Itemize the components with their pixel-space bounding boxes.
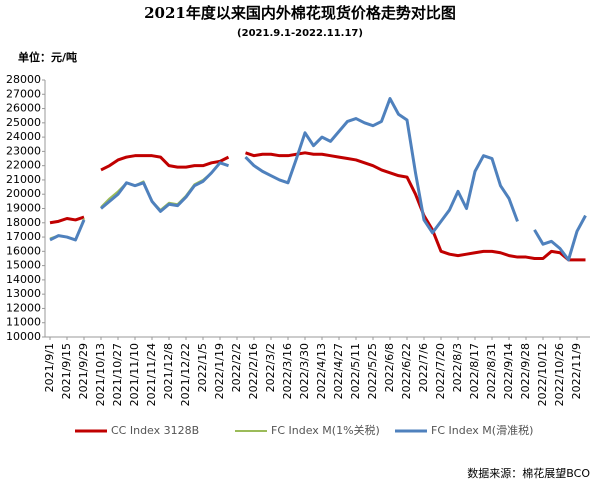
x-tick-label: 2022/2/2	[230, 343, 243, 392]
y-tick-label: 13000	[6, 287, 41, 300]
x-tick-label: 2021/9/29	[77, 343, 90, 399]
x-tick-label: 2022/8/31	[485, 343, 498, 399]
x-tick-label: 2021/9/1	[43, 343, 56, 392]
y-tick-label: 23000	[6, 144, 41, 157]
x-tick-label: 2021/12/22	[179, 343, 192, 406]
x-tick-label: 2022/3/2	[264, 343, 277, 392]
legend-label: FC Index M(滑准税)	[431, 423, 533, 437]
x-tick-label: 2022/3/16	[281, 343, 294, 399]
x-tick-label: 2021/11/10	[128, 343, 141, 406]
x-tick-label: 2022/11/9	[570, 343, 583, 399]
legend-label: FC Index M(1%关税)	[271, 423, 380, 437]
x-tick-label: 2022/7/6	[417, 343, 430, 392]
x-tick-label: 2022/9/28	[519, 343, 532, 399]
source: 数据来源：棉花展望BCO	[467, 466, 590, 480]
y-tick-label: 10000	[6, 330, 41, 343]
y-tick-label: 17000	[6, 230, 41, 243]
x-tick-label: 2022/10/26	[553, 343, 566, 406]
x-tick-label: 2021/11/24	[145, 343, 158, 406]
y-tick-label: 15000	[6, 259, 41, 272]
x-tick-label: 2022/1/19	[213, 343, 226, 399]
x-tick-label: 2022/10/12	[536, 343, 549, 406]
x-tick-label: 2022/8/3	[451, 343, 464, 392]
y-tick-label: 16000	[6, 244, 41, 257]
y-tick-label: 27000	[6, 87, 41, 100]
x-tick-label: 2022/6/8	[383, 343, 396, 392]
x-tick-label: 2021/10/27	[111, 343, 124, 406]
y-tick-label: 26000	[6, 102, 41, 115]
x-tick-label: 2022/6/22	[400, 343, 413, 399]
x-tick-label: 2021/12/8	[162, 343, 175, 399]
legend-label: CC Index 3128B	[111, 424, 199, 437]
y-tick-label: 25000	[6, 116, 41, 129]
x-tick-label: 2022/7/20	[434, 343, 447, 399]
y-tick-label: 14000	[6, 273, 41, 286]
x-tick-label: 2022/9/14	[502, 343, 515, 399]
y-tick-label: 11000	[6, 316, 41, 329]
y-tick-label: 19000	[6, 202, 41, 215]
y-tick-label: 12000	[6, 301, 41, 314]
x-tick-label: 2022/2/16	[247, 343, 260, 399]
x-tick-label: 2022/3/30	[298, 343, 311, 399]
series-line	[49, 97, 587, 261]
y-tick-label: 18000	[6, 216, 41, 229]
series-line	[49, 151, 586, 262]
series-line	[49, 97, 587, 262]
x-tick-label: 2021/9/15	[60, 343, 73, 399]
x-tick-label: 2022/8/17	[468, 343, 481, 399]
chart-title: 2021年度以来国内外棉花现货价格走势对比图	[144, 4, 456, 22]
y-tick-label: 22000	[6, 159, 41, 172]
y-tick-label: 24000	[6, 130, 41, 143]
chart-subtitle: (2021.9.1-2022.11.17)	[237, 28, 363, 39]
y-unit: 单位：元/吨	[18, 50, 77, 64]
x-tick-label: 2022/1/5	[196, 343, 209, 392]
y-tick-label: 28000	[6, 73, 41, 86]
y-tick-label: 20000	[6, 187, 41, 200]
x-tick-label: 2021/10/13	[94, 343, 107, 406]
x-tick-label: 2022/4/27	[332, 343, 345, 399]
y-tick-label: 21000	[6, 173, 41, 186]
x-tick-label: 2022/4/13	[315, 343, 328, 399]
x-tick-label: 2022/5/25	[366, 343, 379, 399]
x-tick-label: 2022/5/11	[349, 343, 362, 399]
